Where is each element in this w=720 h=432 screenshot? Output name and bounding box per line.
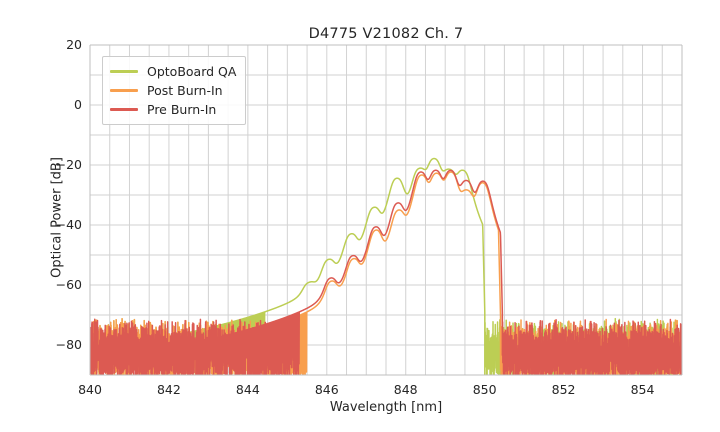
legend-item[interactable]: Pre Burn-In — [110, 100, 236, 119]
legend-item-label: Pre Burn-In — [147, 102, 217, 117]
legend-item[interactable]: Post Burn-In — [110, 81, 236, 100]
y-tick-label: 0 — [74, 97, 82, 112]
x-tick-label: 852 — [551, 382, 576, 397]
series-line — [90, 169, 682, 375]
x-tick-label: 850 — [472, 382, 497, 397]
legend-color-swatch — [110, 89, 138, 92]
legend-item-label: OptoBoard QA — [147, 64, 237, 79]
x-tick-label: 846 — [314, 382, 339, 397]
y-tick-label: −40 — [55, 217, 82, 232]
legend-color-swatch — [110, 70, 138, 73]
page-title: D4775 V21082 Ch. 7 — [308, 26, 464, 42]
y-tick-label: −60 — [55, 277, 82, 292]
x-tick-label: 842 — [156, 382, 181, 397]
x-tick-label: 848 — [393, 382, 418, 397]
y-tick-label: −80 — [55, 337, 82, 352]
x-axis-label: Wavelength [nm] — [329, 400, 443, 415]
x-tick-label: 854 — [630, 382, 655, 397]
x-tick-label: 844 — [235, 382, 260, 397]
legend-color-swatch — [110, 108, 138, 111]
chart-legend: OptoBoard QA Post Burn-In Pre Burn-In — [102, 56, 247, 125]
y-tick-label: −20 — [55, 157, 82, 172]
legend-item-label: Post Burn-In — [147, 83, 223, 98]
y-tick-label: 20 — [66, 37, 82, 52]
legend-item[interactable]: OptoBoard QA — [110, 62, 236, 81]
x-tick-label: 840 — [78, 382, 102, 397]
